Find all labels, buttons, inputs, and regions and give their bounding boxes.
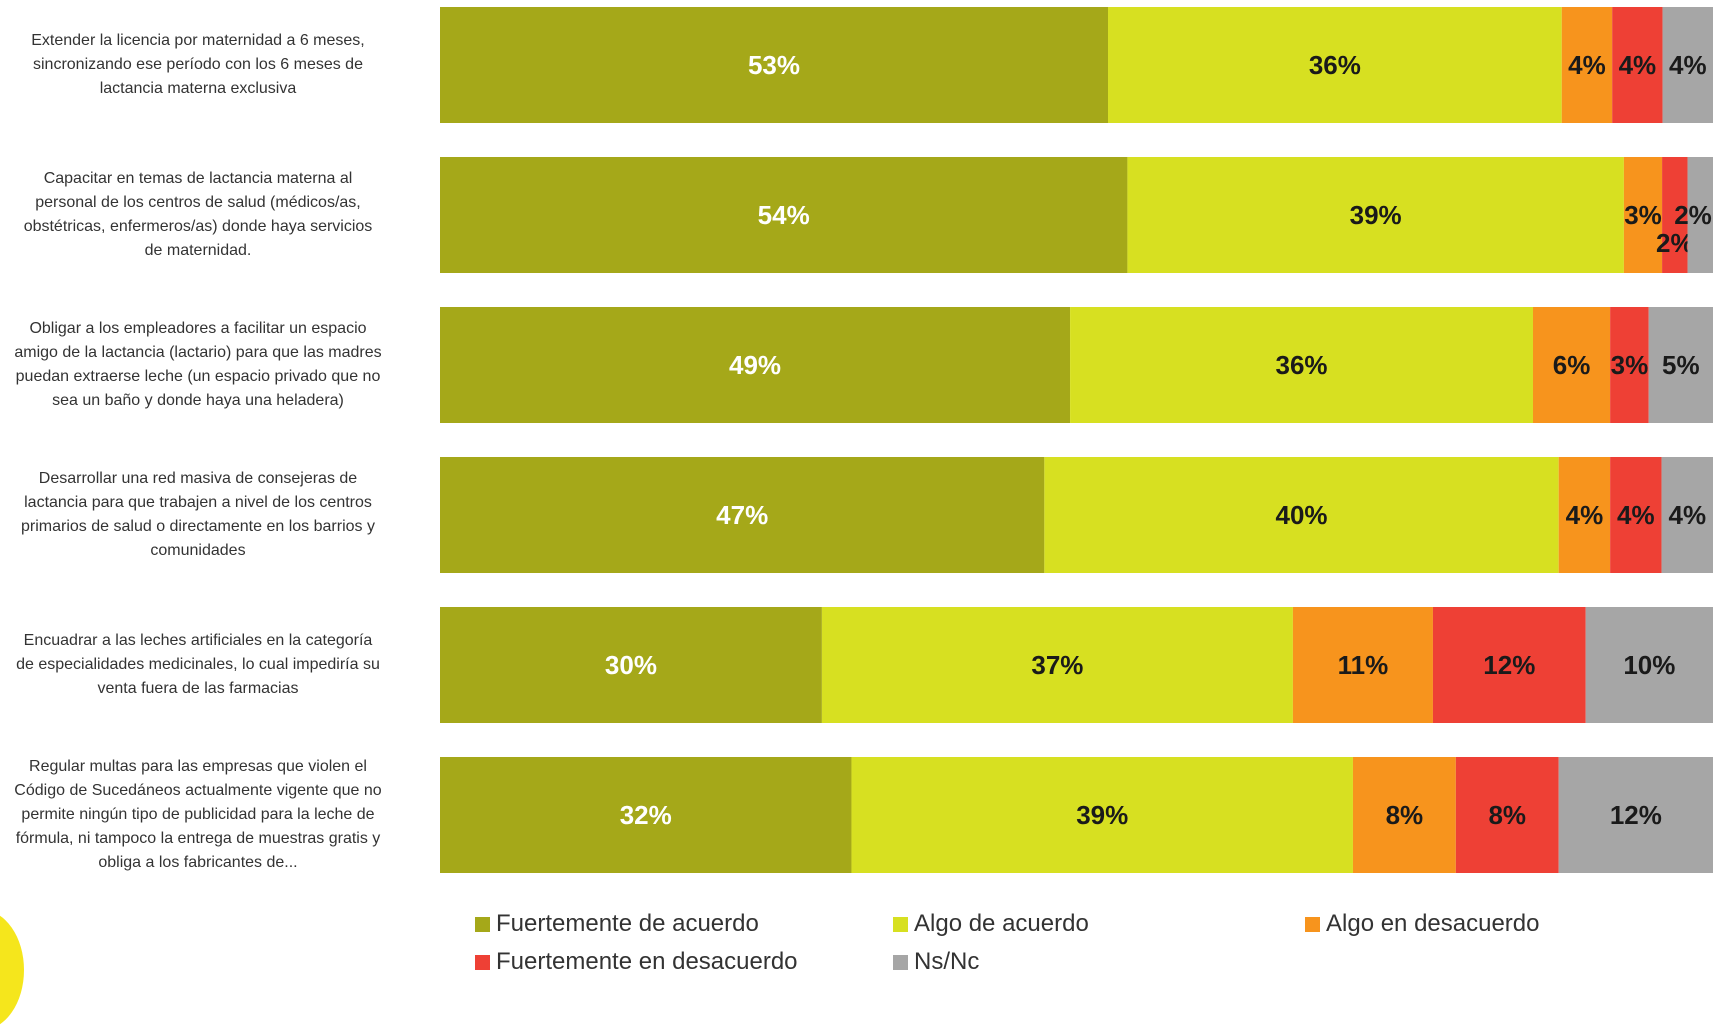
data-label: 37% [1031, 650, 1083, 680]
bar-segment [1662, 157, 1688, 273]
legend-swatch [475, 916, 490, 932]
bar-segment [1558, 457, 1611, 573]
bar-segment [1558, 757, 1713, 873]
legend-label: Algo de acuerdo [914, 910, 1089, 937]
category-label-text: Extender la licencia por maternidad a 6 … [31, 32, 365, 97]
data-label: 8% [1488, 800, 1526, 830]
data-label: 4% [1668, 500, 1706, 530]
data-label: 47% [716, 500, 768, 530]
data-label: 30% [605, 650, 657, 680]
data-label: 4% [1669, 50, 1707, 80]
category-label: Regular multas para las empresas que vio… [14, 753, 382, 877]
data-label: 5% [1662, 350, 1700, 380]
bar-segment [440, 157, 1128, 273]
data-label: 10% [1623, 650, 1675, 680]
category-label: Extender la licencia por maternidad a 6 … [14, 3, 382, 127]
data-label: 12% [1483, 650, 1535, 680]
bar-segment [1292, 607, 1433, 723]
bar-segment [1108, 7, 1562, 123]
data-label: 6% [1553, 350, 1591, 380]
bar-segment [440, 457, 1045, 573]
bar-segment [440, 757, 852, 873]
category-label-text: Obligar a los empleadores a facilitar un… [14, 320, 382, 409]
legend-swatch [1305, 916, 1320, 932]
legend-swatch [893, 954, 908, 970]
data-label: 54% [758, 200, 810, 230]
bar-segment [440, 7, 1109, 123]
bar-segment [1455, 757, 1559, 873]
bar-segment [1612, 7, 1663, 123]
data-label: 32% [620, 800, 672, 830]
bar-segment [1662, 7, 1713, 123]
legend-label: Ns/Nc [914, 948, 980, 975]
data-label: 39% [1076, 800, 1128, 830]
bar-segment [851, 757, 1353, 873]
data-label: 8% [1386, 800, 1424, 830]
legend-item-algo-en-desacuerdo: Algo en desacuerdo [1305, 910, 1540, 938]
data-label: 2% [1656, 228, 1694, 258]
bar-segment [821, 607, 1293, 723]
data-label: 36% [1309, 50, 1361, 80]
bar-segment [1561, 7, 1613, 123]
data-label: 53% [748, 50, 800, 80]
bar-segment [1127, 157, 1624, 273]
legend-label: Algo en desacuerdo [1326, 910, 1540, 937]
data-label: 40% [1276, 500, 1328, 530]
legend-swatch [893, 916, 908, 932]
data-label: 12% [1610, 800, 1662, 830]
bar-segment [1432, 607, 1586, 723]
data-label: 3% [1611, 350, 1649, 380]
bar-segment [1352, 757, 1456, 873]
data-label: 3% [1624, 200, 1662, 230]
category-label: Desarrollar una red masiva de consejeras… [14, 453, 382, 577]
bar-segment [1687, 157, 1713, 273]
legend-item-fuertemente-de-acuerdo: Fuertemente de acuerdo [475, 910, 759, 938]
bar-segment [1070, 307, 1533, 423]
data-label: 49% [729, 350, 781, 380]
category-label-text: Regular multas para las empresas que vio… [14, 758, 382, 871]
data-label: 4% [1617, 500, 1655, 530]
data-label: 11% [1338, 650, 1389, 680]
chart-plot-area: 53% 36% 4% 4% 4%54% 39% 3%2%2%49% 36% 6% 3% 5%47% 4… [440, 7, 1713, 873]
category-label: Obligar a los empleadores a facilitar un… [14, 303, 382, 427]
stacked-bar-chart: 53% 36% 4% 4% 4% 54% 39% 3% 2% 2% 49% 36% 6% 3% 5% 47% 4… [14, 3, 1713, 877]
category-label-text: Desarrollar una red masiva de consejeras… [21, 470, 375, 559]
data-label: 4% [1566, 500, 1604, 530]
legend-label: Fuertemente en desacuerdo [496, 948, 798, 975]
bar-segment [440, 307, 1071, 423]
data-label: 2% [1674, 200, 1712, 230]
data-label: 36% [1276, 350, 1328, 380]
bar-segment [1044, 457, 1559, 573]
category-label: Capacitar en temas de lactancia materna … [14, 153, 382, 277]
bar-segment [1585, 607, 1713, 723]
category-label-text: Encuadrar a las leches artificiales en l… [16, 632, 380, 697]
category-label-text: Capacitar en temas de lactancia materna … [23, 170, 373, 259]
bar-segment [1610, 457, 1662, 573]
legend-swatch [475, 954, 490, 970]
legend-item-fuertemente-en-desacuerdo: Fuertemente en desacuerdo [475, 948, 798, 976]
bar-segment [1532, 307, 1611, 423]
bar-segment [1623, 157, 1663, 273]
data-label: 4% [1568, 50, 1606, 80]
data-label: 39% [1350, 200, 1402, 230]
bar-segment [440, 607, 822, 723]
legend-label: Fuertemente de acuerdo [496, 910, 759, 937]
legend-item-ns-nc: Ns/Nc [893, 948, 979, 976]
category-label: Encuadrar a las leches artificiales en l… [14, 603, 382, 727]
bar-segment [1610, 307, 1649, 423]
bar-segment [1648, 307, 1713, 423]
data-label: 4% [1619, 50, 1657, 80]
chart-legend: Fuertemente de acuerdo Algo de acuerdo A… [475, 900, 1675, 975]
bar-segment [1661, 457, 1713, 573]
legend-item-algo-de-acuerdo: Algo de acuerdo [893, 910, 1089, 938]
